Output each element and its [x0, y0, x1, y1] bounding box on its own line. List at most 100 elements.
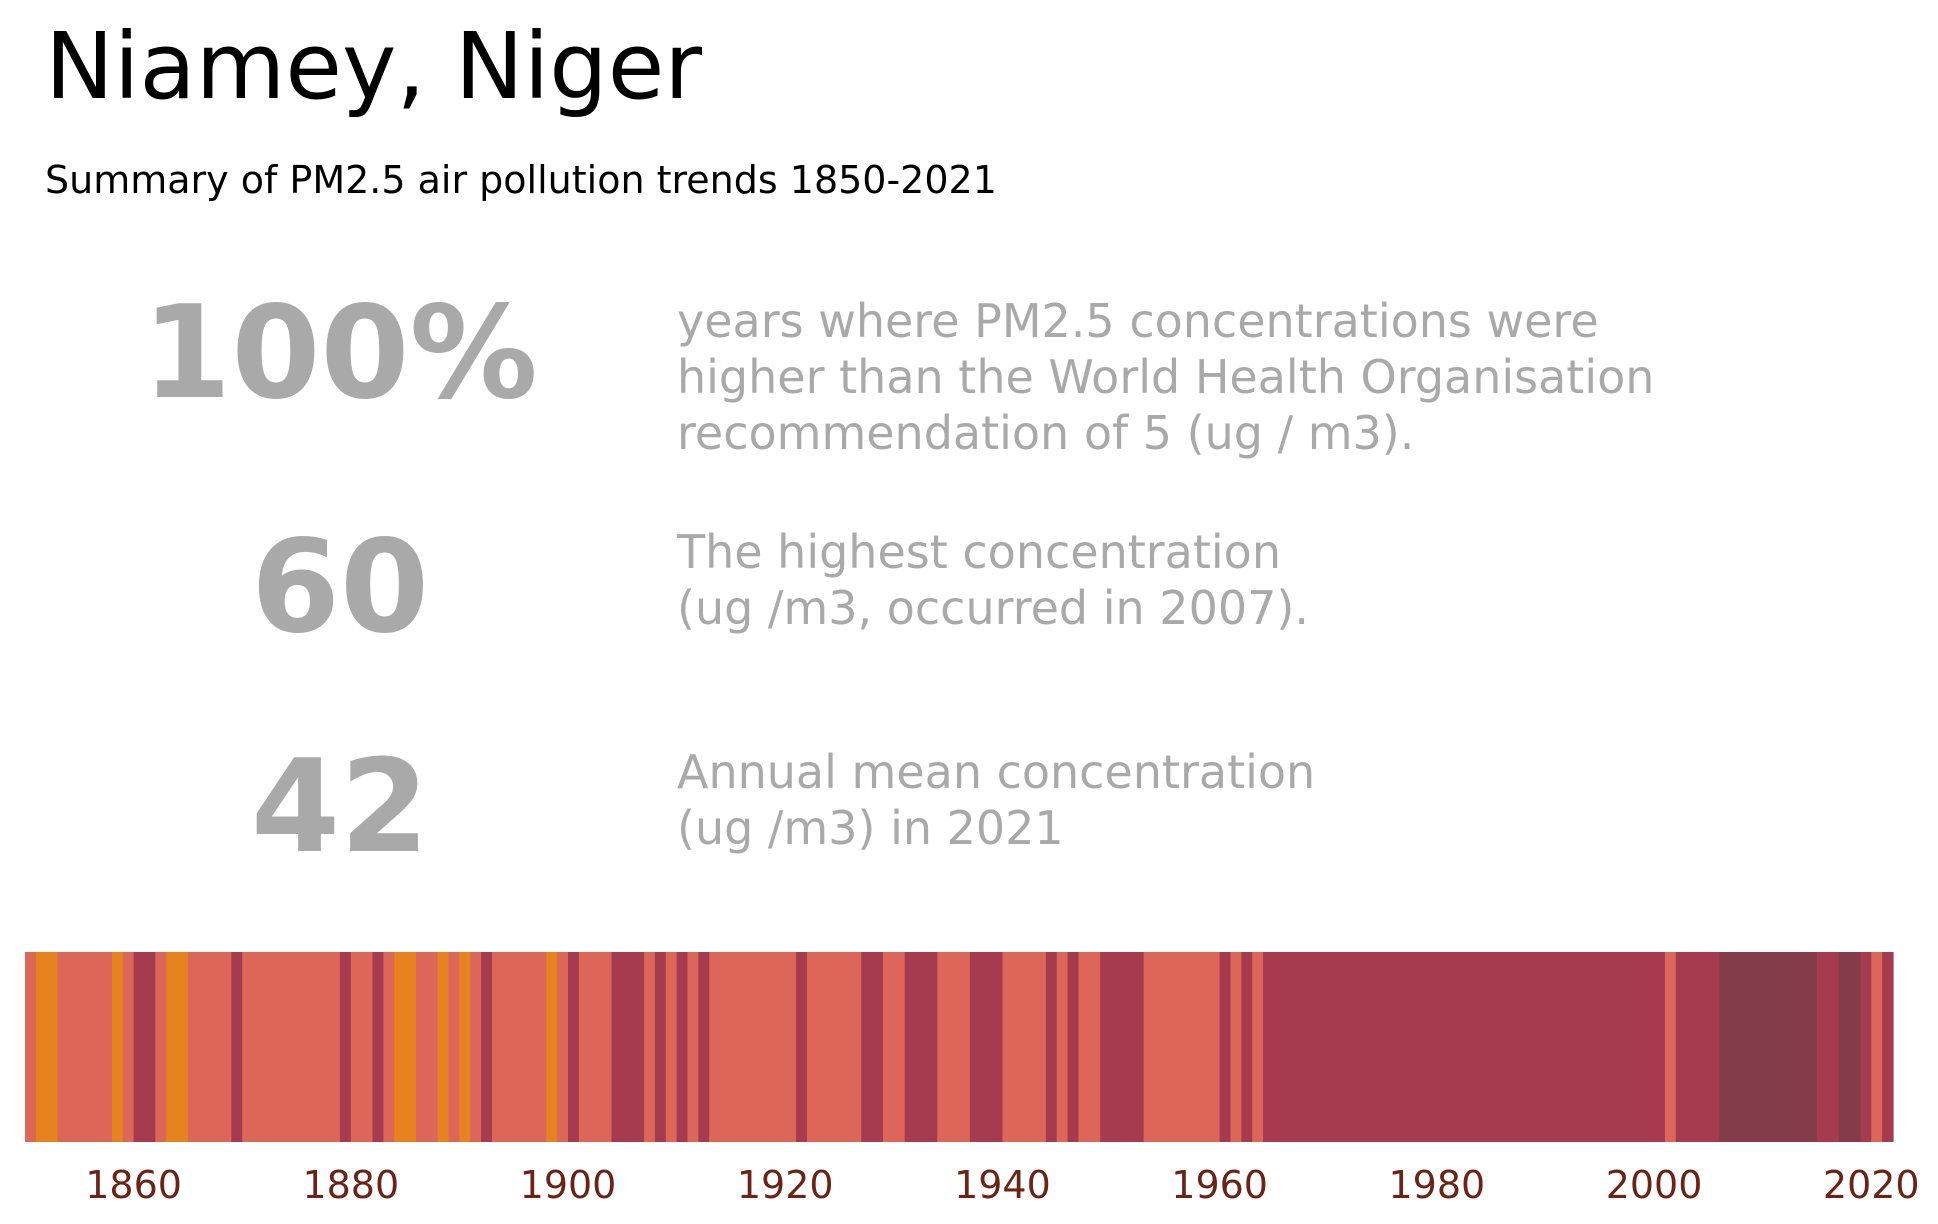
stripe-1969 — [1317, 952, 1329, 1142]
stripe-1919 — [774, 952, 786, 1142]
stripe-1883 — [383, 952, 395, 1142]
stripe-1856 — [90, 952, 102, 1142]
stripe-1869 — [231, 952, 243, 1142]
stripe-1915 — [730, 952, 743, 1142]
stripe-1860 — [133, 952, 146, 1142]
stripe-1895 — [513, 952, 526, 1142]
stripe-1922 — [806, 952, 819, 1142]
stat-value-annual-mean: 42 — [250, 733, 430, 882]
stripe-1931 — [904, 952, 917, 1142]
stripe-1961 — [1230, 952, 1242, 1142]
stripe-1974 — [1371, 952, 1384, 1142]
x-tick-label-2000: 2000 — [1606, 1163, 1703, 1207]
stripe-1929 — [882, 952, 895, 1142]
stripe-1882 — [372, 952, 384, 1142]
stat-description-annual-mean: Annual mean concentration (ug /m3) in 20… — [677, 745, 1316, 855]
stripe-1989 — [1534, 952, 1547, 1142]
stripe-1901 — [578, 952, 591, 1142]
stripe-1909 — [665, 952, 678, 1142]
stripe-1996 — [1610, 952, 1623, 1142]
stripe-1861 — [144, 952, 156, 1142]
stat-description-highest-concentration: The highest concentration (ug /m3, occur… — [677, 525, 1309, 635]
stripe-1905 — [622, 952, 634, 1142]
stripe-1884 — [394, 952, 406, 1142]
stripe-1920 — [785, 952, 797, 1142]
stripe-1863 — [166, 952, 178, 1142]
stripe-1942 — [1024, 952, 1036, 1142]
stat-value-years-above-who: 100% — [142, 279, 538, 428]
stripe-1925 — [839, 952, 851, 1142]
stripe-1892 — [481, 952, 493, 1142]
stripe-1864 — [177, 952, 189, 1142]
stripe-1981 — [1447, 952, 1460, 1142]
stripe-2005 — [1708, 952, 1720, 1142]
page-subtitle: Summary of PM2.5 air pollution trends 18… — [45, 158, 997, 202]
stripe-2011 — [1773, 952, 1785, 1142]
stripe-1908 — [654, 952, 667, 1142]
stripe-1943 — [1035, 952, 1047, 1142]
stripe-1851 — [35, 952, 48, 1142]
stripe-1940 — [1002, 952, 1014, 1142]
stripe-1957 — [1187, 952, 1199, 1142]
stripe-1993 — [1578, 952, 1590, 1142]
stripe-1904 — [611, 952, 623, 1142]
stripe-1987 — [1512, 952, 1525, 1142]
stripe-1879 — [339, 952, 352, 1142]
stripe-1935 — [948, 952, 960, 1142]
stripe-1998 — [1632, 952, 1644, 1142]
stripe-1956 — [1176, 952, 1188, 1142]
stripe-1980 — [1436, 952, 1449, 1142]
stripe-1916 — [741, 952, 754, 1142]
stripe-1871 — [253, 952, 265, 1142]
stripe-2002 — [1675, 952, 1688, 1142]
stripe-1950 — [1111, 952, 1123, 1142]
stripe-1960 — [1219, 952, 1232, 1142]
stripe-1859 — [122, 952, 135, 1142]
stripe-1988 — [1523, 952, 1536, 1142]
stripe-1999 — [1643, 952, 1655, 1142]
stripe-1954 — [1154, 952, 1166, 1142]
stripe-1984 — [1480, 952, 1492, 1142]
stripe-1868 — [220, 952, 232, 1142]
stripe-1877 — [318, 952, 330, 1142]
stripe-1966 — [1284, 952, 1297, 1142]
stripe-1990 — [1545, 952, 1557, 1142]
stripe-1945 — [1056, 952, 1069, 1142]
stripe-2004 — [1697, 952, 1709, 1142]
stripe-1948 — [1089, 952, 1101, 1142]
stripe-1876 — [307, 952, 319, 1142]
stripe-1986 — [1502, 952, 1514, 1142]
stripe-1970 — [1328, 952, 1340, 1142]
stat-description-years-above-who: years where PM2.5 concentrations were hi… — [677, 294, 1655, 460]
stripe-1985 — [1491, 952, 1503, 1142]
stripe-1959 — [1208, 952, 1221, 1142]
stripe-2021 — [1882, 952, 1894, 1142]
stripe-2007 — [1730, 952, 1742, 1142]
stripe-1978 — [1415, 952, 1427, 1142]
x-tick-label-1920: 1920 — [737, 1163, 834, 1207]
stripe-1977 — [1404, 952, 1416, 1142]
stripe-1975 — [1382, 952, 1395, 1142]
stripe-1995 — [1599, 952, 1612, 1142]
x-tick-label-1860: 1860 — [85, 1163, 182, 1207]
stripe-1875 — [296, 952, 308, 1142]
stripe-1897 — [535, 952, 547, 1142]
stripe-2010 — [1762, 952, 1775, 1142]
stripe-2012 — [1784, 952, 1796, 1142]
stripe-1889 — [448, 952, 461, 1142]
stripe-1911 — [687, 952, 699, 1142]
stripe-1972 — [1349, 952, 1362, 1142]
stripe-1885 — [405, 952, 417, 1142]
stripe-2017 — [1838, 952, 1851, 1142]
stripe-1918 — [763, 952, 775, 1142]
stat-value-highest-concentration: 60 — [250, 513, 430, 662]
x-tick-label-1880: 1880 — [302, 1163, 399, 1207]
stripe-1927 — [861, 952, 873, 1142]
stripe-1937 — [969, 952, 982, 1142]
stripe-1894 — [502, 952, 515, 1142]
stripe-1953 — [1143, 952, 1156, 1142]
page-title: Niamey, Niger — [45, 13, 703, 120]
stripe-1971 — [1339, 952, 1351, 1142]
stripe-1976 — [1393, 952, 1405, 1142]
stripe-1902 — [589, 952, 602, 1142]
